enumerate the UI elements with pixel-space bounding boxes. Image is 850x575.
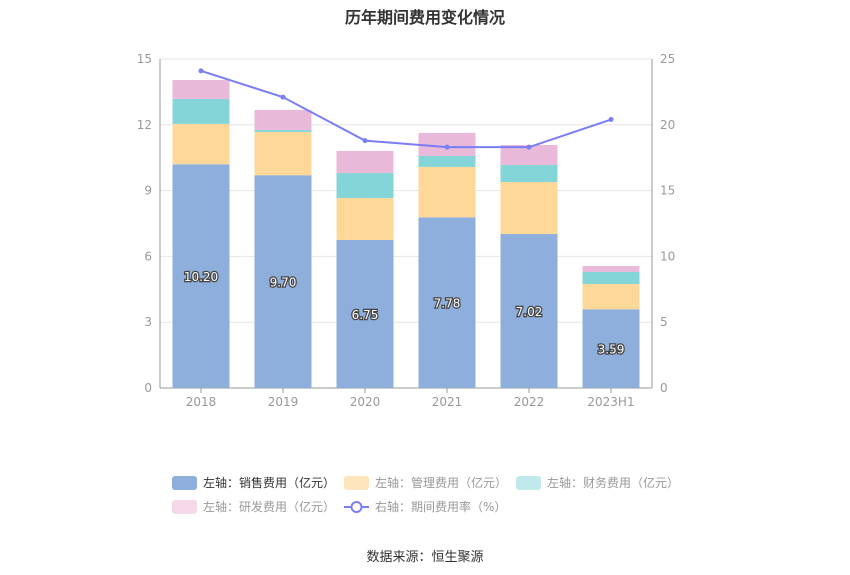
bar-segment-2 (500, 164, 558, 183)
left-tick-label: 3 (144, 315, 152, 329)
legend-item-finance[interactable]: 左轴：财务费用（亿元） (516, 474, 679, 491)
legend-swatch (516, 475, 541, 490)
x-tick-label: 2023H1 (587, 395, 634, 409)
legend-item-sales[interactable]: 左轴：销售费用（亿元） (172, 474, 335, 491)
bar-segment-3 (336, 150, 394, 174)
bar-data-label: 6.75 (352, 308, 379, 322)
bar-segment-0 (254, 175, 312, 388)
legend-swatch (172, 499, 197, 514)
bar-segment-2 (418, 155, 476, 167)
bar-segment-1 (336, 198, 394, 240)
bar-segment-3 (418, 132, 476, 156)
left-tick-label: 6 (144, 249, 152, 263)
bar-segment-0 (582, 309, 640, 388)
legend-label: 左轴：财务费用（亿元） (547, 476, 680, 490)
bar-segment-3 (500, 144, 558, 165)
rate-point (444, 144, 450, 150)
right-tick-label: 5 (660, 315, 668, 329)
bar-segment-0 (418, 217, 476, 388)
chart-title: 历年期间费用变化情况 (344, 8, 505, 27)
bar-data-label: 10.20 (184, 270, 218, 284)
rate-point (362, 138, 368, 144)
bar-segment-1 (418, 166, 476, 218)
right-tick-label: 25 (660, 52, 675, 66)
bar-segment-0 (172, 164, 230, 388)
bar-segment-3 (582, 266, 640, 272)
right-tick-label: 15 (660, 184, 675, 198)
legend-label: 左轴：研发费用（亿元） (203, 500, 336, 514)
bar-segment-2 (336, 173, 394, 199)
bar-segment-2 (254, 130, 312, 133)
left-tick-label: 12 (137, 118, 152, 132)
x-tick-label: 2018 (186, 395, 217, 409)
bar-segment-1 (254, 132, 312, 176)
left-tick-label: 9 (144, 184, 152, 198)
bar-data-label: 9.70 (270, 276, 297, 290)
legend-item-rd[interactable]: 左轴：研发费用（亿元） (172, 498, 335, 515)
bar-segment-3 (254, 109, 312, 131)
bar-segment-1 (582, 284, 640, 310)
rate-point (526, 144, 532, 150)
left-tick-label: 0 (144, 381, 152, 395)
x-tick-label: 2020 (350, 395, 381, 409)
chart-plot: 0 3 6 9 12 15 0 5 10 15 20 25 2018 10.20 2019 9.70 2020 6… (137, 52, 676, 409)
right-tick-label: 10 (660, 249, 675, 263)
rate-point (608, 117, 614, 123)
x-tick-label: 2022 (514, 395, 545, 409)
legend-swatch (172, 475, 197, 490)
bar-segment-1 (172, 123, 230, 165)
line-marker-icon (344, 500, 369, 513)
legend-swatch (344, 475, 369, 490)
legend-label: 左轴：管理费用（亿元） (375, 476, 508, 490)
rate-line (200, 69, 612, 149)
rate-point (280, 94, 286, 100)
bar-segment-2 (172, 98, 230, 124)
legend-item-admin[interactable]: 左轴：管理费用（亿元） (344, 474, 507, 491)
bar-segment-1 (500, 182, 558, 235)
bar-segment-0 (336, 239, 394, 388)
right-tick-label: 20 (660, 118, 675, 132)
x-tick-label: 2019 (268, 395, 299, 409)
legend-label: 左轴：销售费用（亿元） (203, 476, 336, 490)
bar-segment-0 (500, 234, 558, 388)
x-tick-label: 2021 (432, 395, 463, 409)
bar-segment-3 (172, 80, 230, 99)
left-tick-label: 15 (137, 52, 152, 66)
bar-data-label: 7.02 (516, 305, 543, 319)
bar-segment-2 (582, 271, 640, 285)
legend-item-rate[interactable]: 右轴：期间费用率（%） (344, 498, 506, 515)
right-tick-label: 0 (660, 381, 668, 395)
data-source: 数据来源：恒生聚源 (366, 550, 484, 565)
legend-label: 右轴：期间费用率（%） (375, 500, 507, 514)
bar-data-label: 3.59 (598, 343, 625, 357)
bar-data-label: 7.78 (434, 297, 461, 311)
rate-point (198, 68, 204, 74)
